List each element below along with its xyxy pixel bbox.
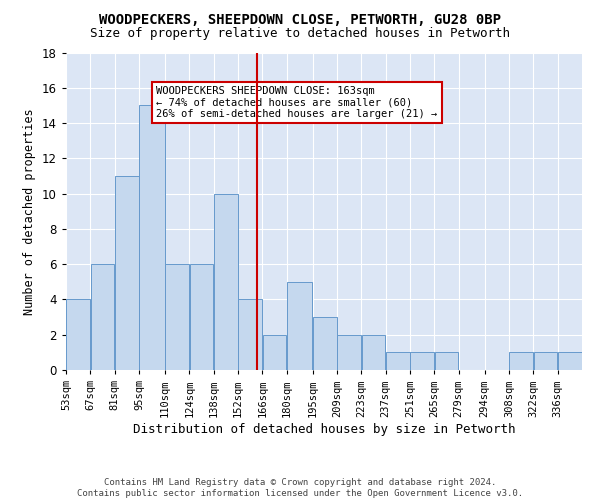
Bar [238, 300, 262, 370]
Text: Size of property relative to detached houses in Petworth: Size of property relative to detached ho… [90, 28, 510, 40]
Bar [91, 264, 115, 370]
Bar [386, 352, 410, 370]
Text: WOODPECKERS, SHEEPDOWN CLOSE, PETWORTH, GU28 0BP: WOODPECKERS, SHEEPDOWN CLOSE, PETWORTH, … [99, 12, 501, 26]
Bar [362, 334, 385, 370]
Y-axis label: Number of detached properties: Number of detached properties [23, 108, 37, 314]
Bar [337, 334, 361, 370]
Bar [509, 352, 533, 370]
X-axis label: Distribution of detached houses by size in Petworth: Distribution of detached houses by size … [133, 424, 515, 436]
Bar [214, 194, 238, 370]
Bar [190, 264, 214, 370]
Text: WOODPECKERS SHEEPDOWN CLOSE: 163sqm
← 74% of detached houses are smaller (60)
26: WOODPECKERS SHEEPDOWN CLOSE: 163sqm ← 74… [156, 86, 437, 119]
Bar [263, 334, 286, 370]
Bar [558, 352, 582, 370]
Bar [139, 106, 165, 370]
Text: Contains HM Land Registry data © Crown copyright and database right 2024.
Contai: Contains HM Land Registry data © Crown c… [77, 478, 523, 498]
Bar [313, 317, 337, 370]
Bar [533, 352, 557, 370]
Bar [287, 282, 313, 370]
Bar [66, 300, 90, 370]
Bar [115, 176, 139, 370]
Bar [434, 352, 458, 370]
Bar [410, 352, 434, 370]
Bar [165, 264, 189, 370]
